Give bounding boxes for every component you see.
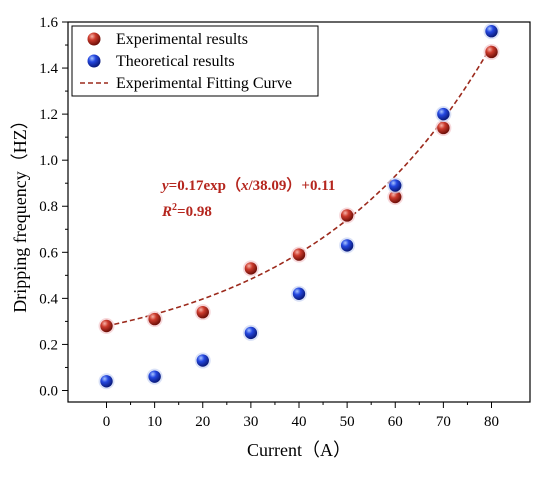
eq-part-b: /38.09）+0.11: [247, 176, 335, 194]
r2-r: R: [161, 204, 172, 220]
experimental-point: [389, 190, 402, 204]
x-tick-label: 30: [243, 414, 258, 430]
y-tick-label: 0.2: [39, 337, 58, 353]
theoretical-point: [389, 179, 402, 192]
fit-equation: y=0.17exp（x/38.09）+0.11: [160, 176, 335, 194]
x-tick-label: 20: [195, 414, 210, 430]
x-tick-label: 70: [436, 414, 451, 430]
y-tick-label: 0.6: [39, 245, 58, 261]
theoretical-point: [437, 107, 450, 121]
r2-rest: =0.98: [177, 204, 212, 220]
fit-r-squared: R2=0.98: [161, 202, 212, 220]
r2-sup: 2: [172, 202, 177, 213]
x-tick-label: 0: [103, 414, 111, 430]
x-tick-label: 80: [484, 414, 499, 430]
experimental-point: [244, 262, 258, 275]
eq-y: y: [160, 178, 169, 194]
eq-x: x: [240, 178, 249, 194]
x-tick-label: 50: [340, 414, 355, 430]
x-tick-label: 40: [292, 414, 307, 430]
theoretical-point: [340, 239, 354, 252]
legend-label-theoretical: Theoretical results: [116, 53, 235, 70]
experimental-point: [485, 45, 498, 59]
x-axis-title: Current（A）: [247, 440, 351, 460]
y-tick-label: 1.6: [39, 15, 58, 31]
legend-box: [71, 25, 319, 97]
theoretical-point: [196, 354, 209, 367]
legend-marker-experimental: [87, 32, 101, 46]
y-tick-label: 1.0: [39, 153, 58, 169]
y-tick-label: 0.0: [39, 383, 58, 399]
theoretical-point: [148, 370, 161, 383]
x-tick-label: 60: [388, 414, 403, 430]
y-axis-title: Dripping frequency（HZ）: [10, 111, 30, 312]
y-tick-label: 1.4: [39, 61, 58, 77]
theoretical-point: [485, 25, 498, 38]
y-tick-label: 0.8: [39, 199, 58, 215]
x-tick-label: 10: [147, 414, 162, 430]
fitting-curve: [106, 44, 493, 327]
fitting-curve-layer: [106, 44, 493, 327]
experimental-point: [340, 209, 354, 222]
experimental-point: [148, 312, 161, 326]
experimental-point: [292, 248, 306, 261]
legend-label-experimental: Experimental results: [116, 31, 248, 48]
y-tick-label: 0.4: [39, 291, 58, 307]
legend-marker-theoretical: [87, 54, 101, 68]
theoretical-point: [244, 326, 258, 340]
axis-ticks: 0 10 20 30 40 50 60 70 80 0.0 0.2 0.4 0.6 0.8 1.0 1.2 1.…: [39, 15, 499, 430]
data-points-layer: [98, 23, 500, 390]
legend: Experimental results Theoretical results…: [71, 25, 319, 97]
eq-part-a: =0.17exp（: [169, 176, 241, 194]
experimental-point: [100, 319, 113, 333]
experimental-point: [437, 121, 450, 135]
y-tick-label: 1.2: [39, 107, 58, 123]
legend-label-fitting-curve: Experimental Fitting Curve: [116, 75, 292, 92]
theoretical-point: [100, 375, 113, 388]
experimental-point: [196, 305, 209, 319]
theoretical-point: [292, 287, 306, 300]
